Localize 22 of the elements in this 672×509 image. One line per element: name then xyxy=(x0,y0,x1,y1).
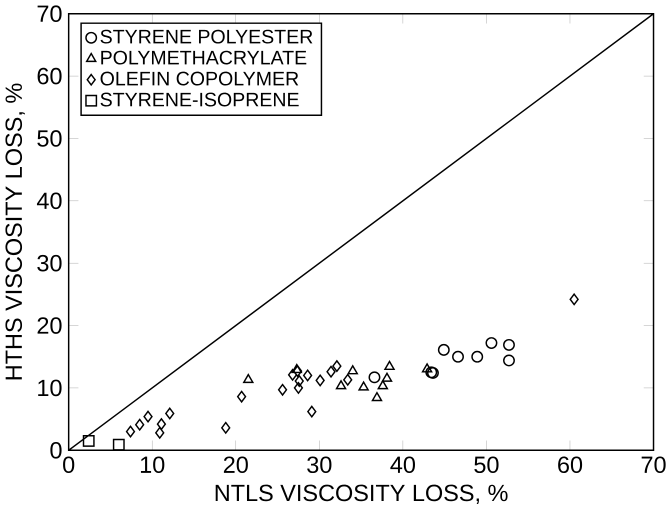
y-tick-label: 20 xyxy=(38,317,62,334)
y-tick-label: 50 xyxy=(37,130,62,147)
legend-label: OLEFIN COPOLYMER xyxy=(100,71,298,86)
legend-label: POLYMETHACRYLATE xyxy=(101,50,306,64)
y-tick-label: 40 xyxy=(36,192,62,209)
x-tick-label: 10 xyxy=(140,456,164,473)
x-tick-label: 40 xyxy=(390,456,416,473)
y-axis-title: HTHS VISCOSITY LOSS, % xyxy=(5,83,25,380)
y-tick-label: 70 xyxy=(38,5,62,22)
y-tick-label: 60 xyxy=(38,68,62,84)
y-tick-label: 30 xyxy=(37,254,62,272)
y-tick-label: 0 xyxy=(50,442,62,458)
x-tick-label: 20 xyxy=(224,456,248,473)
legend-label: STYRENE POLYESTER xyxy=(100,30,312,44)
x-tick-label: 70 xyxy=(642,456,666,473)
y-tick-label: 10 xyxy=(38,379,62,396)
x-tick-label: 50 xyxy=(474,456,499,473)
x-axis-title: NTLS VISCOSITY LOSS, % xyxy=(216,484,508,504)
x-tick-label: 0 xyxy=(63,456,74,473)
x-tick-label: 30 xyxy=(307,456,332,473)
x-tick-label: 60 xyxy=(558,456,582,473)
legend-label: STYRENE-ISOPRENE xyxy=(100,92,299,106)
